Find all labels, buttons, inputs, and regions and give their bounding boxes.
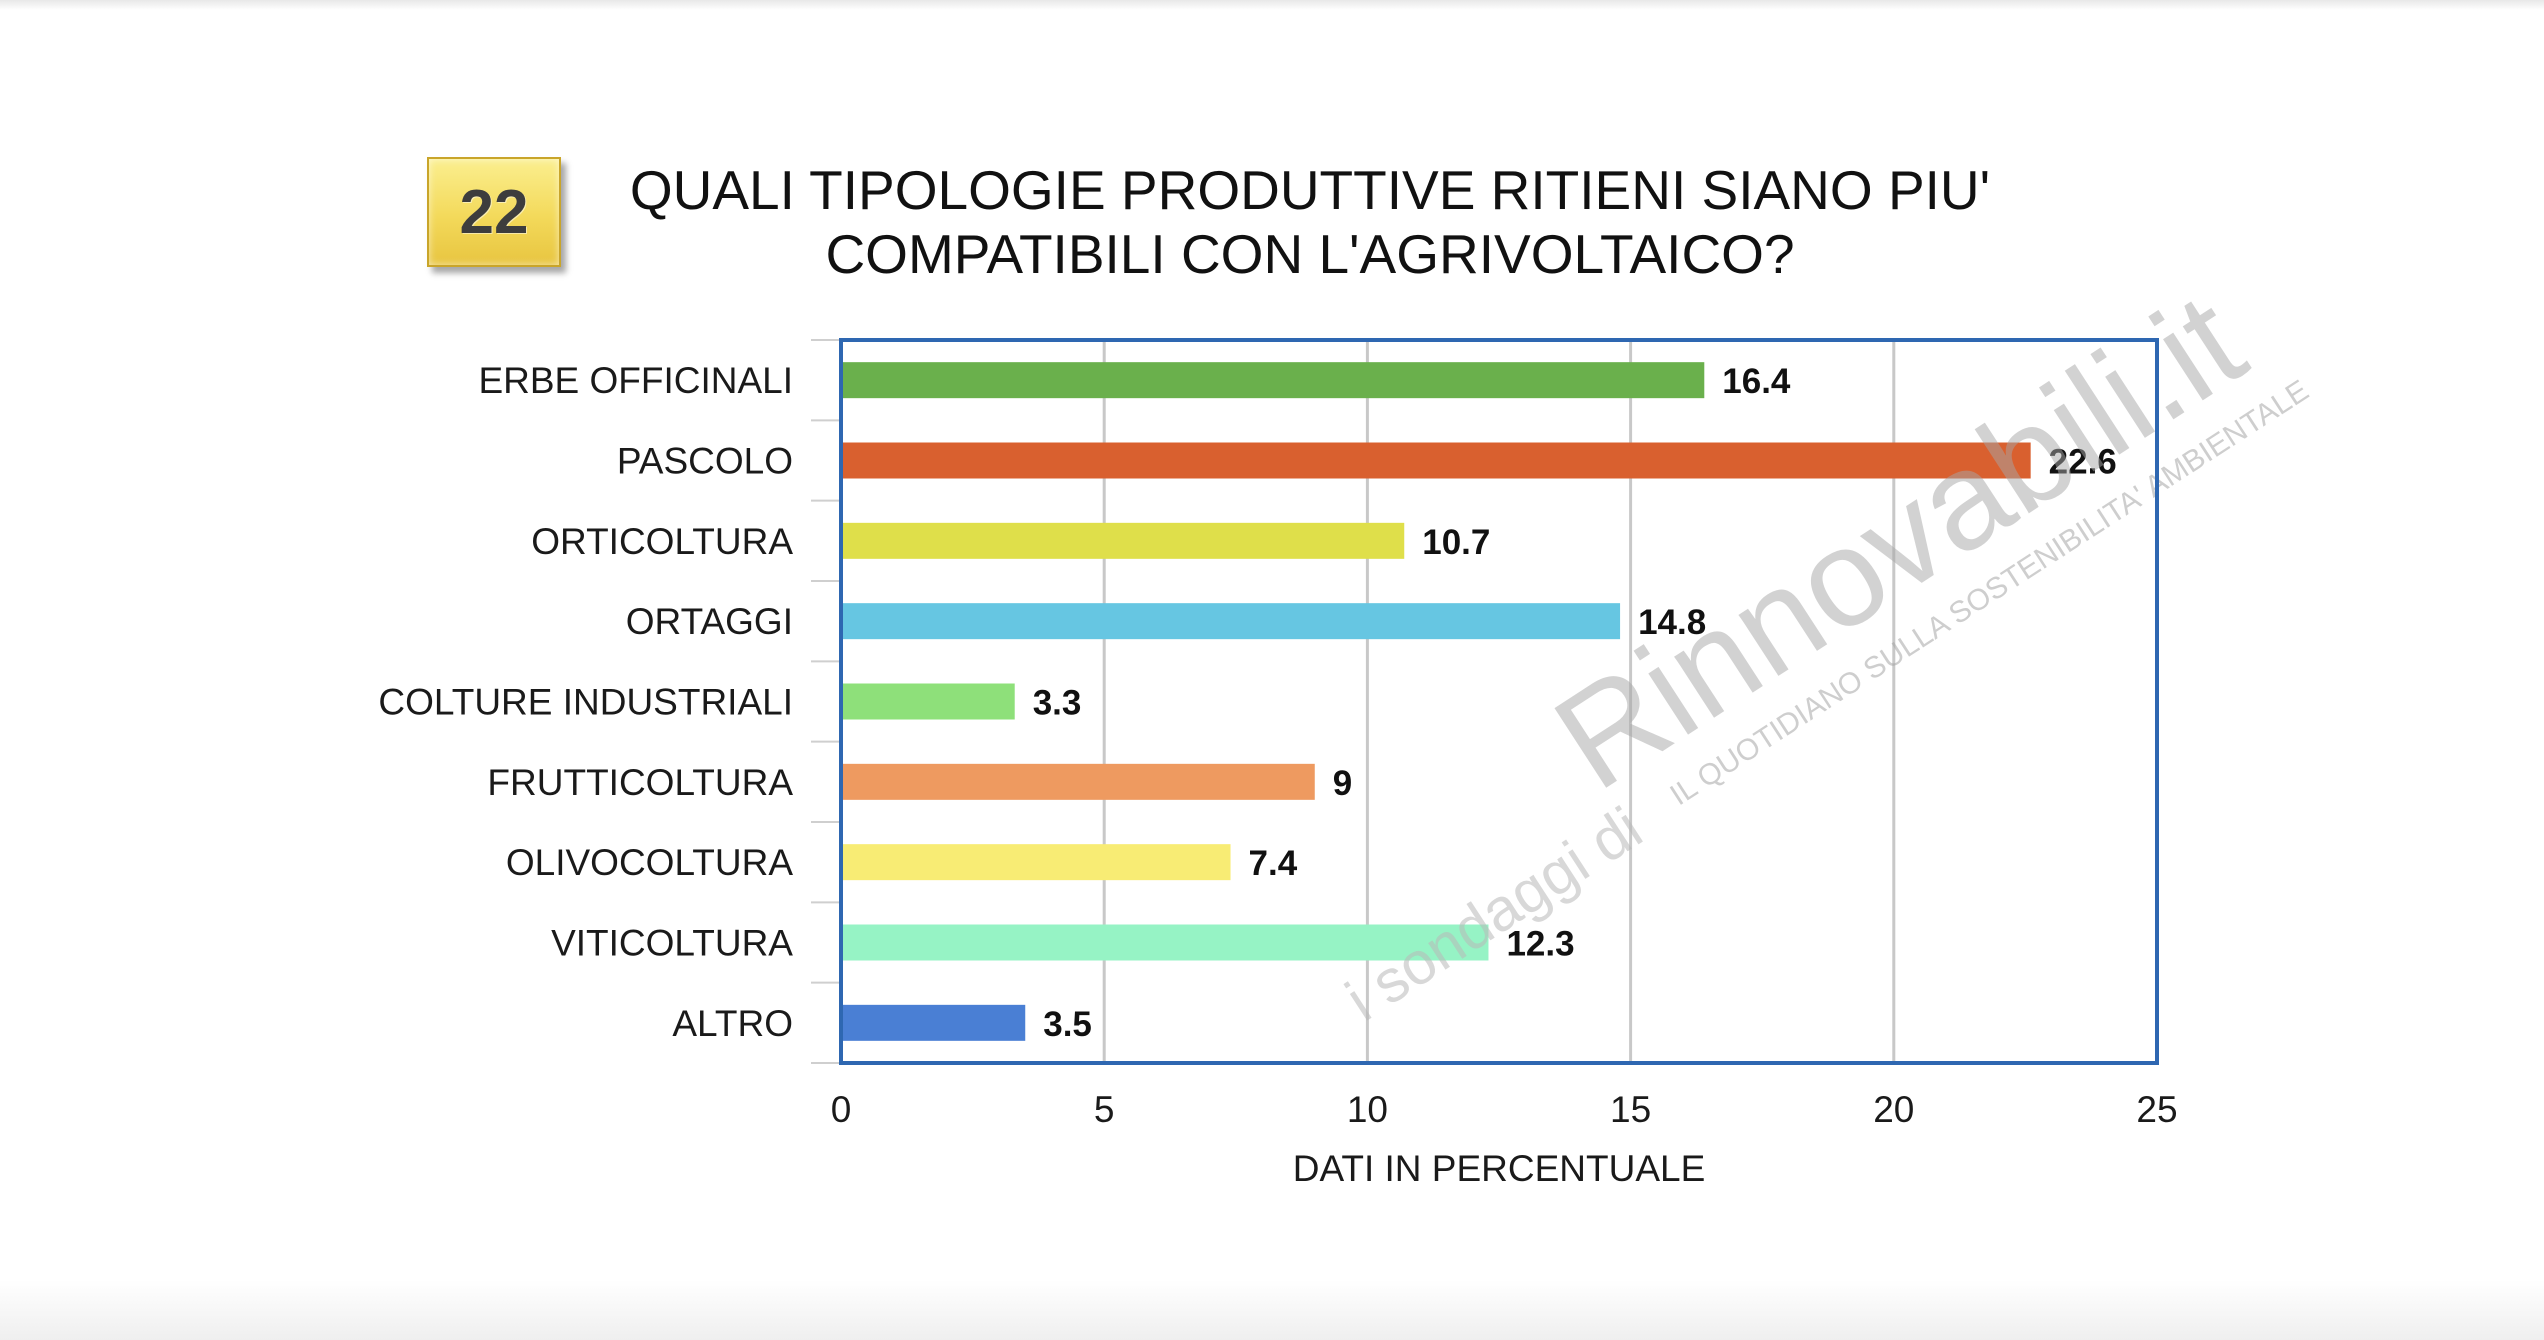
data-label: 12.3 xyxy=(1506,925,1574,964)
bar xyxy=(841,683,1015,720)
category-label: FRUTTICOLTURA xyxy=(487,762,793,803)
x-tick-label: 10 xyxy=(1347,1089,1388,1130)
bar xyxy=(841,603,1621,640)
question-number-badge: 22 xyxy=(427,157,561,267)
data-label: 9 xyxy=(1333,764,1352,803)
x-tick-label: 5 xyxy=(1094,1089,1115,1130)
bar xyxy=(841,924,1489,961)
bar xyxy=(841,522,1405,559)
category-label: ORTICOLTURA xyxy=(531,521,793,562)
category-label: PASCOLO xyxy=(617,441,793,482)
x-tick-label: 0 xyxy=(831,1089,852,1130)
bar xyxy=(841,763,1315,800)
data-label: 3.3 xyxy=(1033,684,1082,723)
category-label: ORTAGGI xyxy=(626,601,793,642)
x-axis-title: DATI IN PERCENTUALE xyxy=(1293,1148,1706,1189)
category-label: VITICOLTURA xyxy=(551,923,793,964)
chart-title: QUALI TIPOLOGIE PRODUTTIVE RITIENI SIANO… xyxy=(560,158,2060,286)
plot-frame xyxy=(839,338,2159,1065)
x-tick-label: 25 xyxy=(2136,1089,2177,1130)
data-label: 16.4 xyxy=(1722,362,1791,401)
chart-title-line-1: QUALI TIPOLOGIE PRODUTTIVE RITIENI SIANO… xyxy=(629,159,1991,221)
x-tick-label: 20 xyxy=(1873,1089,1914,1130)
bar xyxy=(841,362,1705,399)
category-label: OLIVOCOLTURA xyxy=(506,842,793,883)
bar xyxy=(841,442,2031,479)
bar xyxy=(841,844,1231,881)
data-label: 7.4 xyxy=(1249,844,1298,883)
data-label: 22.6 xyxy=(2049,443,2117,482)
data-label: 3.5 xyxy=(1043,1005,1092,1044)
top-shade xyxy=(0,0,2544,10)
category-label: COLTURE INDUSTRIALI xyxy=(378,682,793,723)
data-label: 14.8 xyxy=(1638,603,1706,642)
category-label: ERBE OFFICINALI xyxy=(478,360,793,401)
category-label: ALTRO xyxy=(672,1003,793,1044)
bar xyxy=(841,1004,1026,1041)
x-tick-label: 15 xyxy=(1610,1089,1651,1130)
bottom-shade xyxy=(0,1280,2544,1340)
data-label: 10.7 xyxy=(1422,523,1490,562)
chart-title-line-2: COMPATIBILI CON L'AGRIVOLTAICO? xyxy=(825,223,1795,285)
